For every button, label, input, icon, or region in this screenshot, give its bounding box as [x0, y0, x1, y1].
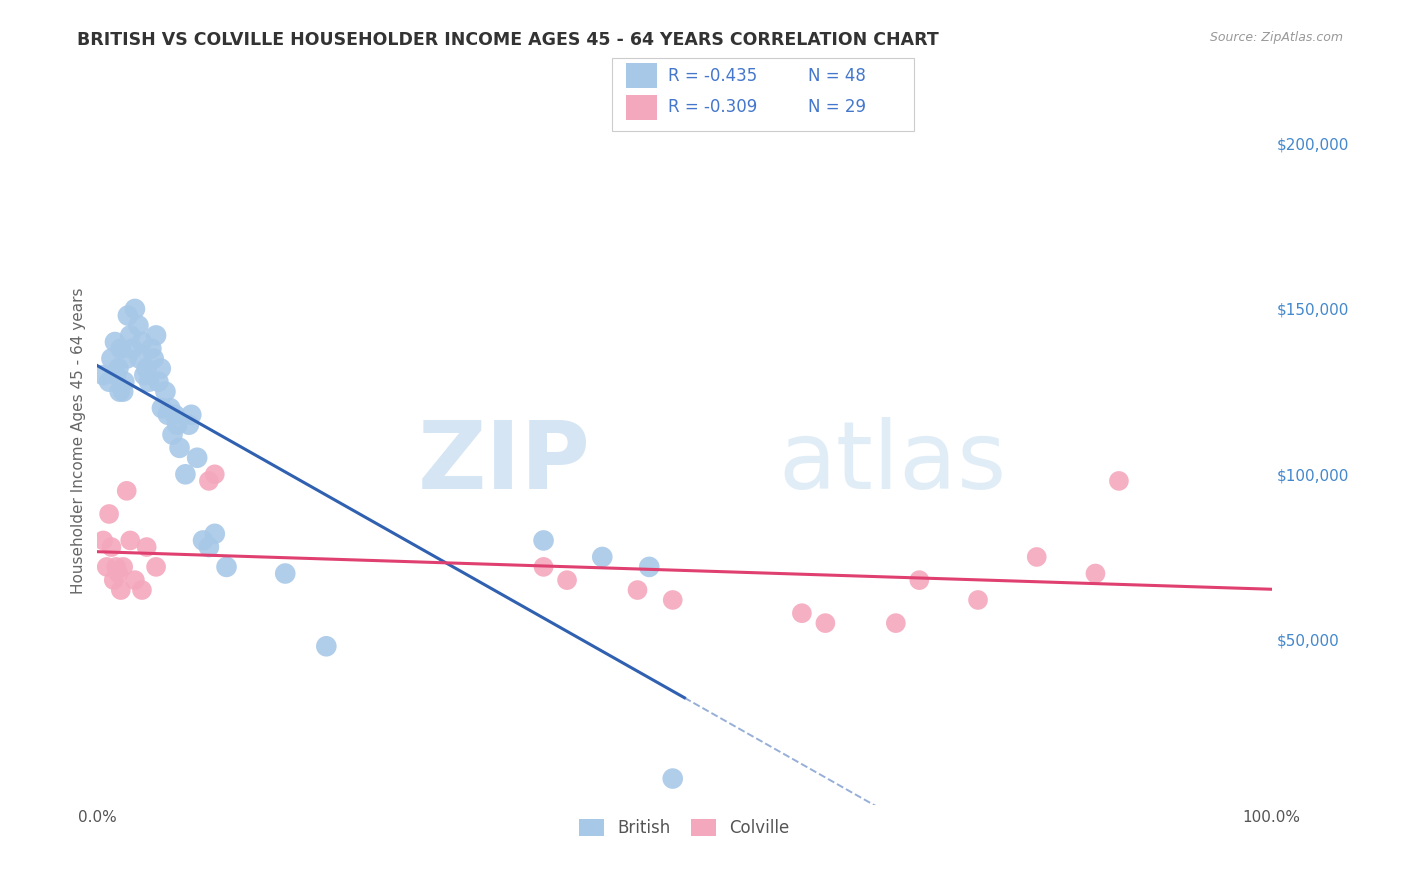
Point — [138, 375, 160, 389]
Point — [661, 593, 683, 607]
Point — [96, 560, 118, 574]
Point — [141, 342, 163, 356]
Text: N = 29: N = 29 — [808, 98, 866, 116]
Point — [204, 467, 226, 482]
Point — [107, 566, 129, 581]
Point — [967, 593, 990, 607]
Point — [121, 342, 143, 356]
Point — [790, 606, 813, 620]
Point — [98, 375, 121, 389]
Point — [1108, 474, 1130, 488]
Point — [112, 384, 135, 399]
Point — [638, 560, 661, 574]
Point — [198, 540, 221, 554]
Point — [91, 368, 114, 382]
Point — [131, 334, 153, 349]
Point — [142, 351, 165, 366]
Point — [274, 566, 297, 581]
Point — [661, 772, 683, 786]
Point — [128, 351, 150, 366]
Point — [884, 616, 907, 631]
Point — [110, 342, 132, 356]
Point — [162, 427, 184, 442]
Point — [100, 540, 122, 554]
Point — [150, 401, 173, 416]
Point — [145, 328, 167, 343]
Legend: British, Colville: British, Colville — [572, 813, 796, 844]
Point — [166, 417, 188, 432]
Point — [626, 582, 648, 597]
Point — [110, 582, 132, 597]
Point — [105, 560, 128, 574]
Point — [105, 368, 128, 382]
Point — [191, 533, 214, 548]
Point — [177, 417, 200, 432]
Point — [124, 573, 146, 587]
Point — [135, 361, 157, 376]
Point — [159, 401, 181, 416]
Point — [204, 526, 226, 541]
Point — [1025, 549, 1047, 564]
Point — [908, 573, 931, 587]
Text: BRITISH VS COLVILLE HOUSEHOLDER INCOME AGES 45 - 64 YEARS CORRELATION CHART: BRITISH VS COLVILLE HOUSEHOLDER INCOME A… — [77, 31, 939, 49]
Point — [155, 384, 177, 399]
Point — [186, 450, 208, 465]
Point — [315, 640, 337, 654]
Text: R = -0.309: R = -0.309 — [668, 98, 756, 116]
Point — [215, 560, 238, 574]
Point — [120, 533, 142, 548]
Point — [149, 361, 172, 376]
Point — [112, 375, 135, 389]
Point — [120, 328, 142, 343]
Y-axis label: Householder Income Ages 45 - 64 years: Householder Income Ages 45 - 64 years — [72, 288, 86, 594]
Point — [1084, 566, 1107, 581]
Point — [103, 573, 125, 587]
Point — [100, 351, 122, 366]
Point — [814, 616, 837, 631]
Point — [134, 368, 156, 382]
Point — [145, 560, 167, 574]
Point — [91, 533, 114, 548]
Point — [98, 507, 121, 521]
Point — [135, 540, 157, 554]
Point — [555, 573, 578, 587]
Point — [127, 318, 149, 333]
Point — [533, 533, 555, 548]
Text: N = 48: N = 48 — [808, 67, 866, 85]
Point — [198, 474, 221, 488]
Point — [533, 560, 555, 574]
Text: R = -0.435: R = -0.435 — [668, 67, 756, 85]
Point — [169, 441, 191, 455]
Point — [117, 309, 139, 323]
Point — [104, 334, 127, 349]
Point — [591, 549, 613, 564]
Point — [180, 408, 202, 422]
Point — [108, 384, 131, 399]
Point — [174, 467, 197, 482]
Point — [124, 301, 146, 316]
Point — [112, 560, 135, 574]
Point — [115, 351, 138, 366]
Text: ZIP: ZIP — [418, 417, 591, 509]
Point — [148, 375, 170, 389]
Text: Source: ZipAtlas.com: Source: ZipAtlas.com — [1209, 31, 1343, 45]
Text: atlas: atlas — [779, 417, 1007, 509]
Point — [107, 361, 129, 376]
Point — [115, 483, 138, 498]
Point — [156, 408, 179, 422]
Point — [131, 582, 153, 597]
Point — [163, 408, 186, 422]
